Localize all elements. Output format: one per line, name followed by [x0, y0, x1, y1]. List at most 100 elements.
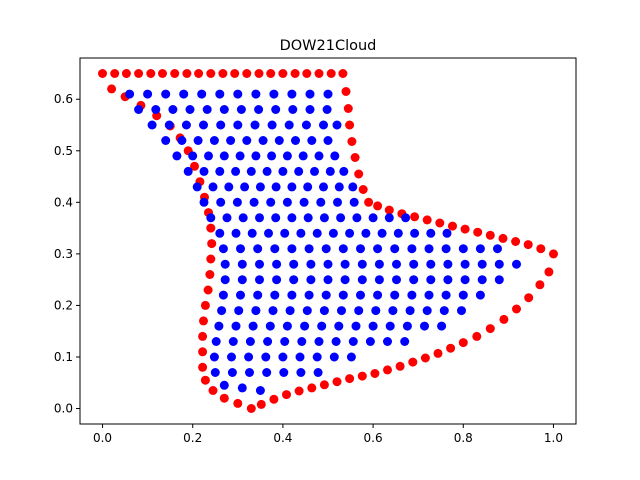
interior-point: [287, 89, 297, 99]
interior-point: [231, 228, 241, 238]
interior-point: [307, 136, 317, 145]
interior-point: [477, 275, 487, 285]
interior-point: [192, 182, 202, 192]
interior-point: [460, 259, 470, 269]
interior-point: [317, 321, 327, 331]
interior-point: [270, 244, 280, 254]
interior-point: [373, 290, 383, 300]
x-axis: 0.0 0.2 0.4 0.6 0.8 1.0: [93, 424, 563, 445]
interior-point: [228, 337, 238, 346]
interior-point: [368, 321, 378, 331]
boundary-point: [332, 377, 342, 387]
interior-point: [233, 89, 243, 99]
boundary-point: [395, 361, 405, 371]
boundary-point: [170, 69, 180, 78]
interior-point: [226, 136, 236, 145]
boundary-point: [294, 386, 304, 396]
interior-point: [282, 197, 292, 207]
interior-point: [330, 151, 340, 161]
boundary-point: [206, 254, 216, 264]
interior-point: [295, 352, 305, 362]
boundary-point: [269, 394, 279, 404]
interior-point: [356, 244, 365, 254]
interior-point: [407, 290, 417, 300]
boundary-point: [207, 239, 217, 249]
interior-point: [422, 306, 432, 316]
boundary-point: [282, 390, 291, 400]
interior-point: [261, 352, 271, 362]
interior-point: [356, 290, 365, 300]
interior-point: [245, 368, 254, 377]
interior-point: [460, 275, 470, 285]
interior-point: [255, 386, 265, 395]
interior-point: [377, 228, 387, 238]
interior-point: [289, 275, 299, 285]
interior-point: [204, 151, 213, 161]
interior-point: [357, 275, 367, 285]
interior-point: [232, 197, 242, 207]
interior-point: [405, 306, 415, 316]
interior-point: [262, 368, 272, 377]
interior-point: [210, 368, 220, 377]
boundary-point: [219, 393, 229, 403]
interior-point: [346, 352, 356, 362]
interior-point: [215, 89, 225, 99]
boundary-point: [190, 161, 199, 171]
boundary-point: [345, 374, 355, 384]
interior-point: [202, 105, 212, 114]
plot-frame: [79, 57, 577, 425]
interior-point: [458, 244, 468, 254]
y-tick-label: 0.6: [54, 92, 73, 106]
interior-point: [236, 290, 245, 300]
boundary-point: [446, 343, 456, 353]
interior-point: [237, 383, 247, 393]
interior-point: [246, 166, 256, 176]
interior-point: [407, 244, 417, 254]
boundary-point: [524, 293, 534, 303]
interior-point: [278, 166, 288, 176]
interior-point: [258, 136, 268, 145]
interior-point: [268, 306, 278, 316]
interior-point: [183, 166, 193, 176]
interior-point: [284, 120, 294, 130]
boundary-point: [448, 221, 457, 231]
interior-point: [219, 380, 229, 390]
interior-point: [319, 213, 329, 223]
interior-point: [368, 213, 378, 223]
interior-point: [242, 136, 252, 145]
interior-point: [245, 337, 255, 346]
interior-point: [304, 244, 314, 254]
interior-point: [424, 290, 434, 300]
interior-point: [255, 259, 264, 269]
interior-point: [298, 151, 308, 161]
interior-point: [323, 89, 333, 99]
interior-point: [233, 120, 243, 130]
boundary-point: [206, 223, 216, 233]
interior-point: [305, 105, 315, 114]
interior-point: [348, 182, 358, 192]
interior-point: [215, 166, 225, 176]
interior-point: [314, 337, 324, 346]
interior-point: [385, 321, 395, 331]
boundary-point: [208, 386, 218, 395]
interior-point: [248, 321, 258, 331]
interior-point: [410, 228, 420, 238]
interior-point: [494, 275, 504, 285]
boundary-point: [319, 380, 329, 390]
interior-point: [304, 290, 314, 300]
interior-point: [392, 259, 401, 269]
interior-point: [263, 337, 273, 346]
interior-point: [333, 197, 342, 207]
interior-point: [227, 352, 236, 362]
boundary-point: [358, 185, 368, 194]
boundary-point: [364, 197, 374, 207]
interior-point: [264, 228, 273, 238]
interior-point: [439, 306, 449, 316]
interior-point: [325, 166, 335, 176]
y-tick-label: 0.3: [54, 247, 73, 261]
interior-point: [231, 166, 241, 176]
interior-point: [209, 352, 219, 362]
interior-point: [390, 244, 400, 254]
